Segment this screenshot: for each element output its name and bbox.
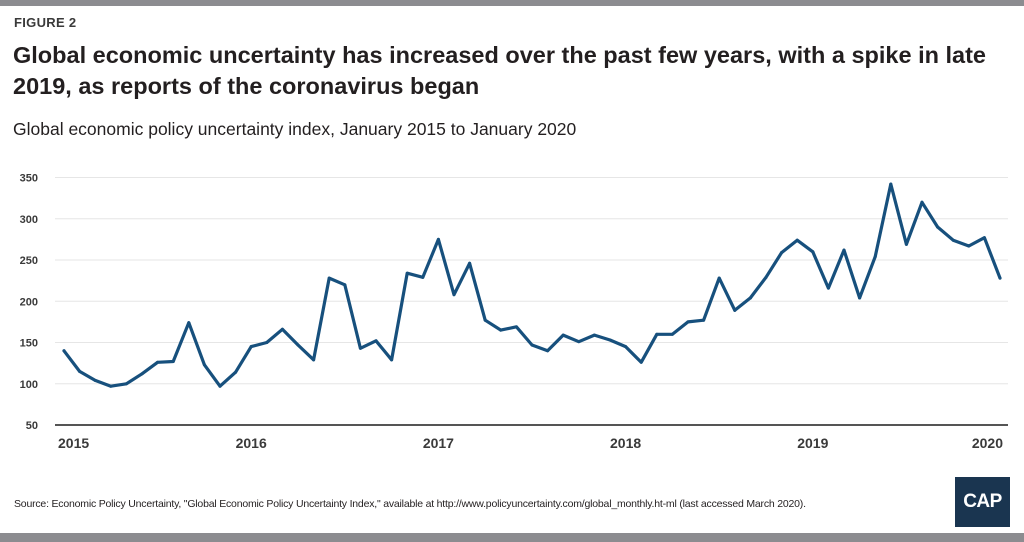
y-tick-label: 100 [20, 379, 38, 391]
data-point-2019-05 [873, 255, 877, 259]
data-point-2018-10 [764, 275, 768, 279]
data-point-2017-11 [592, 333, 596, 337]
data-point-2018-12 [795, 238, 799, 242]
y-axis-ticks: 50 100 150 200 250 300 350 [20, 173, 38, 433]
data-point-2015-01 [62, 349, 66, 353]
data-point-2016-12 [421, 275, 425, 279]
data-point-2016-05 [312, 358, 316, 362]
data-point-2016-03 [280, 327, 284, 331]
data-point-2019-08 [920, 200, 924, 204]
data-point-2018-05 [686, 320, 690, 324]
y-tick-label: 200 [20, 296, 38, 308]
data-point-2018-06 [702, 318, 706, 322]
data-points [62, 182, 1002, 388]
data-point-2015-08 [171, 359, 175, 363]
data-point-2018-08 [733, 308, 737, 312]
chart-subtitle: Global economic policy uncertainty index… [13, 119, 577, 139]
data-point-2015-10 [202, 363, 206, 367]
data-point-2018-03 [655, 332, 659, 336]
data-point-2016-07 [343, 283, 347, 287]
data-point-2015-06 [140, 372, 144, 376]
data-point-2015-12 [234, 370, 238, 374]
data-point-2017-04 [483, 318, 487, 322]
data-point-2018-09 [748, 296, 752, 300]
y-tick-label: 250 [20, 255, 38, 267]
data-point-2017-10 [577, 340, 581, 344]
data-point-2019-01 [811, 250, 815, 254]
figure-label: FIGURE 2 [14, 15, 77, 30]
cap-logo: CAP [955, 477, 1010, 527]
source-note: Source: Economic Policy Uncertainty, "Gl… [14, 498, 806, 510]
data-point-2018-11 [780, 251, 784, 255]
data-point-2020-01 [998, 276, 1002, 280]
data-point-2015-02 [78, 369, 82, 373]
data-point-2015-07 [156, 360, 160, 364]
data-point-2019-04 [858, 296, 862, 300]
data-point-2016-06 [327, 276, 331, 280]
data-point-2016-08 [358, 346, 362, 350]
data-point-2016-09 [374, 339, 378, 343]
data-point-2017-02 [452, 293, 456, 297]
data-point-2015-03 [93, 378, 97, 382]
gridlines [55, 177, 1008, 385]
y-tick-label: 50 [26, 420, 38, 432]
data-point-2017-09 [561, 333, 565, 337]
top-border-bar [0, 0, 1024, 6]
data-point-2019-02 [826, 286, 830, 290]
x-tick-label: 2018 [610, 435, 641, 451]
data-point-2017-06 [514, 325, 518, 329]
y-tick-label: 150 [20, 338, 38, 350]
data-point-2019-09 [936, 225, 940, 229]
x-axis-ticks: 2015 2016 2017 2018 2019 2020 [58, 435, 1003, 451]
x-tick-label: 2019 [797, 435, 828, 451]
data-point-2017-03 [468, 261, 472, 265]
x-tick-label: 2017 [423, 435, 454, 451]
chart-title: Global economic uncertainty has increase… [13, 42, 986, 99]
data-point-2017-05 [499, 328, 503, 332]
series-line-uncertainty-index [62, 182, 1002, 388]
x-tick-label: 2016 [236, 435, 267, 451]
data-point-2018-01 [624, 345, 628, 349]
bottom-border-bar [0, 533, 1024, 542]
data-point-2017-07 [530, 343, 534, 347]
data-point-2015-05 [124, 382, 128, 386]
data-point-2015-09 [187, 321, 191, 325]
data-point-2017-01 [436, 237, 440, 241]
data-point-2016-10 [390, 358, 394, 362]
data-point-2016-11 [405, 271, 409, 275]
x-tick-label: 2020 [972, 435, 1003, 451]
data-point-2015-11 [218, 384, 222, 388]
data-point-2018-07 [717, 276, 721, 280]
x-tick-label: 2015 [58, 435, 89, 451]
data-point-2018-04 [670, 332, 674, 336]
data-point-2016-04 [296, 343, 300, 347]
data-point-2017-12 [608, 338, 612, 342]
data-point-2017-08 [546, 349, 550, 353]
data-point-2016-02 [265, 341, 269, 344]
data-point-2019-12 [982, 236, 986, 240]
data-point-2019-11 [967, 244, 971, 248]
y-tick-label: 350 [20, 173, 38, 185]
y-tick-label: 300 [20, 214, 38, 226]
data-point-2019-10 [951, 238, 955, 242]
data-point-2019-06 [889, 182, 893, 186]
data-point-2015-04 [109, 384, 113, 388]
data-point-2016-01 [249, 345, 253, 349]
data-point-2019-03 [842, 248, 846, 252]
data-point-2018-02 [639, 360, 643, 364]
data-point-2019-07 [904, 242, 908, 246]
